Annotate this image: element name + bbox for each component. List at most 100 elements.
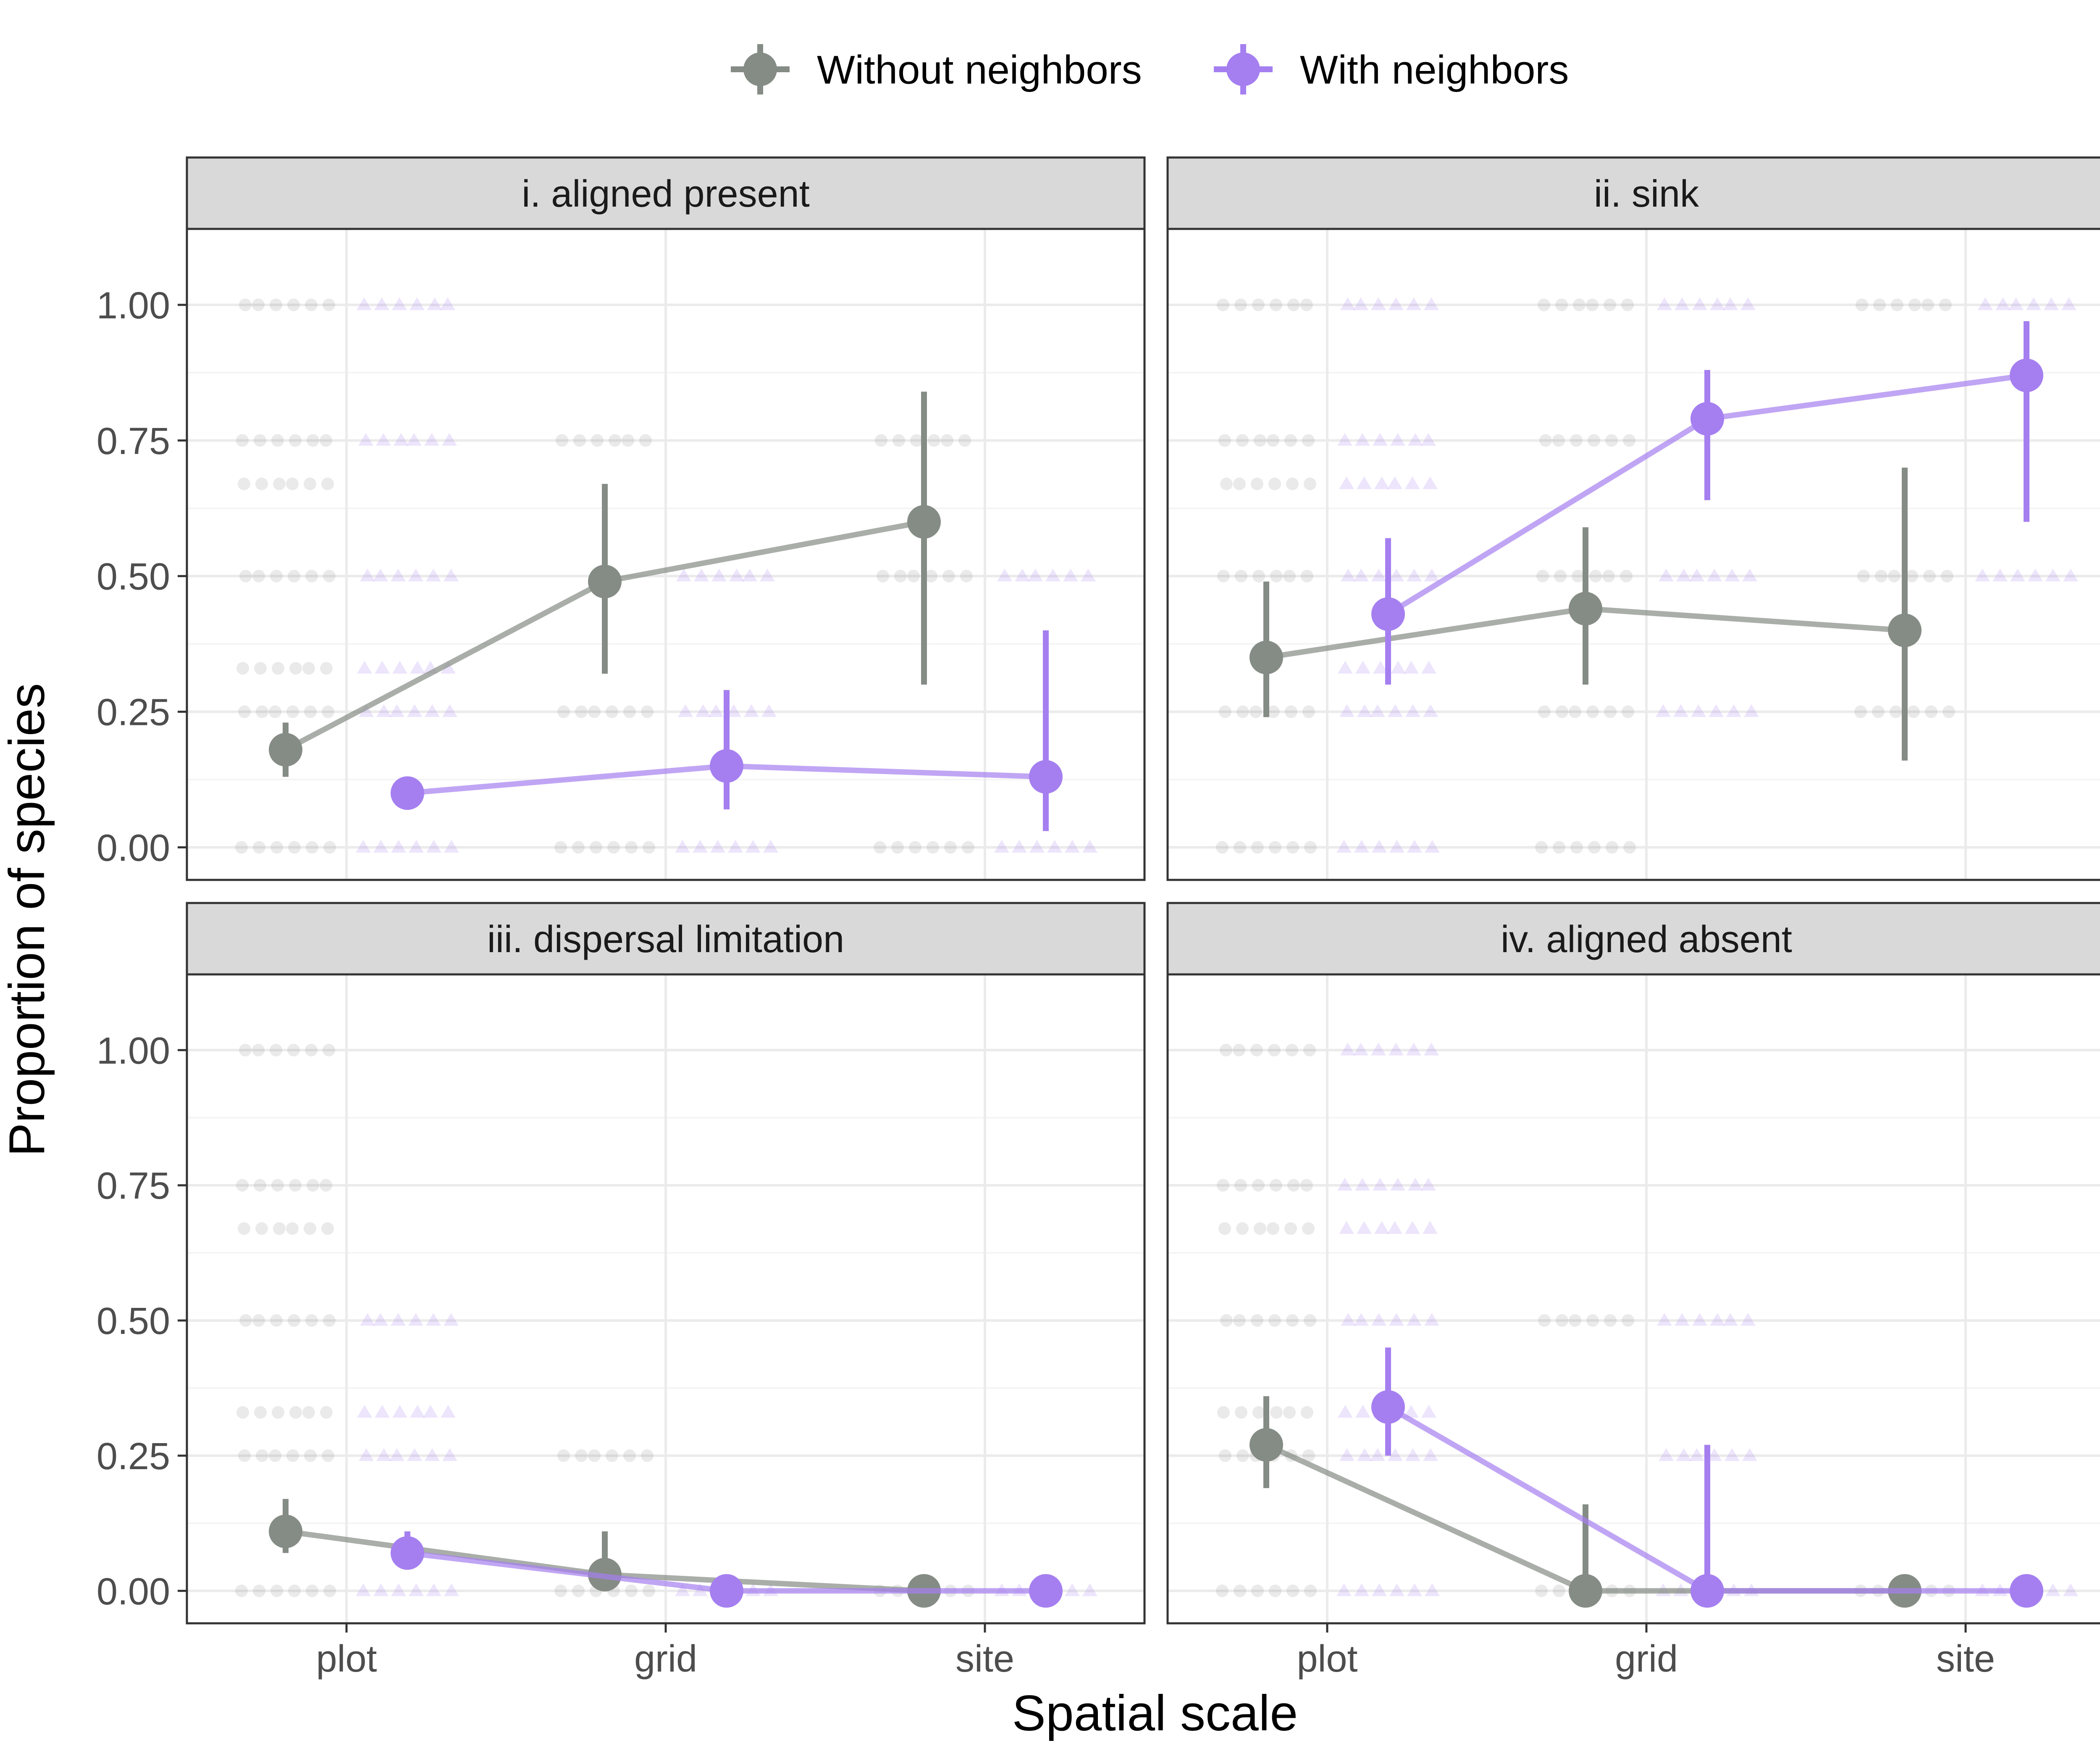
raw-point-without — [1873, 298, 1886, 311]
raw-point-without — [928, 434, 940, 447]
raw-point-without — [1942, 705, 1955, 718]
raw-point-without — [288, 1584, 301, 1597]
raw-point-with — [392, 1404, 407, 1418]
raw-point-without — [1234, 841, 1246, 854]
raw-point-without — [238, 705, 251, 718]
raw-point-with — [1406, 1042, 1421, 1055]
raw-point-without — [875, 434, 887, 447]
raw-point-without — [1302, 1449, 1315, 1462]
raw-point-without — [256, 1449, 268, 1462]
raw-point-with — [1659, 568, 1674, 582]
raw-point-with — [1336, 1583, 1352, 1596]
raw-point-with — [1338, 661, 1353, 674]
raw-point-with — [1675, 297, 1690, 310]
raw-point-with — [359, 704, 374, 717]
raw-point-without — [238, 478, 250, 491]
raw-point-without — [270, 570, 283, 583]
raw-point-with — [1421, 433, 1436, 446]
raw-point-without — [1252, 1406, 1265, 1419]
raw-point-without — [557, 705, 570, 718]
raw-point-with — [1725, 1448, 1740, 1461]
x-tick-label-site: site — [1936, 1638, 1995, 1680]
raw-point-with — [1405, 1448, 1420, 1461]
raw-point-with — [1692, 297, 1707, 310]
raw-point-without — [1556, 1314, 1568, 1327]
raw-point-with — [694, 568, 709, 582]
series-without — [1250, 467, 1922, 761]
raw-point-with — [1336, 840, 1352, 853]
raw-point-without — [643, 841, 655, 854]
raw-point-with — [357, 1404, 372, 1418]
raw-point-with — [1423, 704, 1438, 717]
raw-point-without — [1890, 705, 1902, 718]
raw-point-without — [1604, 705, 1617, 718]
raw-point-without — [286, 478, 299, 491]
raw-point-with — [444, 568, 459, 582]
raw-point-without — [288, 1314, 300, 1327]
raw-point-without — [643, 1584, 655, 1597]
raw-point-without — [1250, 705, 1262, 718]
raw-point-with — [1028, 568, 1043, 582]
raw-point-with — [1424, 568, 1439, 582]
raw-point-with — [373, 1583, 388, 1596]
raw-point-with — [693, 840, 708, 853]
raw-point-with — [1421, 661, 1436, 674]
raw-point-without — [639, 434, 652, 447]
raw-point-with — [2063, 568, 2078, 582]
raw-point-with — [1353, 1042, 1368, 1055]
raw-point-without — [572, 1584, 585, 1597]
raw-point-without — [320, 434, 332, 447]
raw-point-without — [1270, 1179, 1282, 1192]
raw-point-with — [726, 704, 741, 717]
raw-point-without — [254, 1406, 267, 1419]
raw-point-with — [1371, 297, 1386, 310]
raw-point-with — [763, 840, 778, 853]
raw-point-without — [306, 1584, 318, 1597]
raw-point-with — [1405, 1221, 1420, 1234]
raw-point-without — [323, 298, 335, 311]
raw-point-without — [874, 841, 886, 854]
raw-point-without — [557, 1449, 570, 1462]
raw-point-without — [323, 1584, 336, 1597]
raw-point-without — [909, 841, 921, 854]
series-with — [391, 1531, 1063, 1608]
raw-point-without — [253, 1584, 265, 1597]
raw-point-with — [1373, 433, 1388, 446]
panel-title: iv. aligned absent — [1501, 919, 1792, 961]
raw-point-without — [271, 1179, 284, 1192]
raw-point-with — [1371, 1042, 1386, 1055]
raw-point-with — [746, 840, 761, 853]
panel-1: i. aligned present 0.00 0.25 0.50 0.75 1.00 — [97, 156, 1146, 881]
raw-point-with — [1337, 433, 1352, 446]
raw-point-with — [375, 1404, 390, 1418]
raw-point-with — [392, 661, 407, 674]
raw-point-without — [1588, 841, 1601, 854]
raw-point-with — [389, 704, 404, 717]
raw-point-without — [554, 1584, 567, 1597]
raw-point-without — [1217, 1179, 1229, 1192]
raw-point-without — [254, 434, 266, 447]
raw-point-without — [322, 1449, 334, 1462]
raw-point-without — [1908, 298, 1921, 311]
raw-point-without — [1287, 1179, 1300, 1192]
raw-point-with — [357, 297, 372, 310]
raw-point-without — [307, 1179, 319, 1192]
raw-point-without — [289, 434, 302, 447]
raw-point-without — [894, 570, 907, 583]
mean-point-without — [269, 733, 302, 766]
raw-point-without — [1284, 434, 1297, 447]
raw-point-with — [742, 568, 757, 582]
raw-point-without — [1233, 478, 1246, 491]
raw-point-without — [1270, 298, 1282, 311]
raw-point-without — [623, 1449, 636, 1462]
series-with — [1371, 1347, 2043, 1608]
raw-point-without — [641, 705, 654, 718]
raw-point-with — [356, 840, 371, 853]
raw-point-without — [1301, 1406, 1313, 1419]
raw-point-with — [410, 1404, 425, 1418]
raw-point-with — [1372, 1583, 1387, 1596]
raw-point-with — [675, 1583, 690, 1596]
raw-point-without — [320, 662, 333, 675]
raw-point-without — [269, 1449, 281, 1462]
raw-point-with — [1081, 568, 1096, 582]
